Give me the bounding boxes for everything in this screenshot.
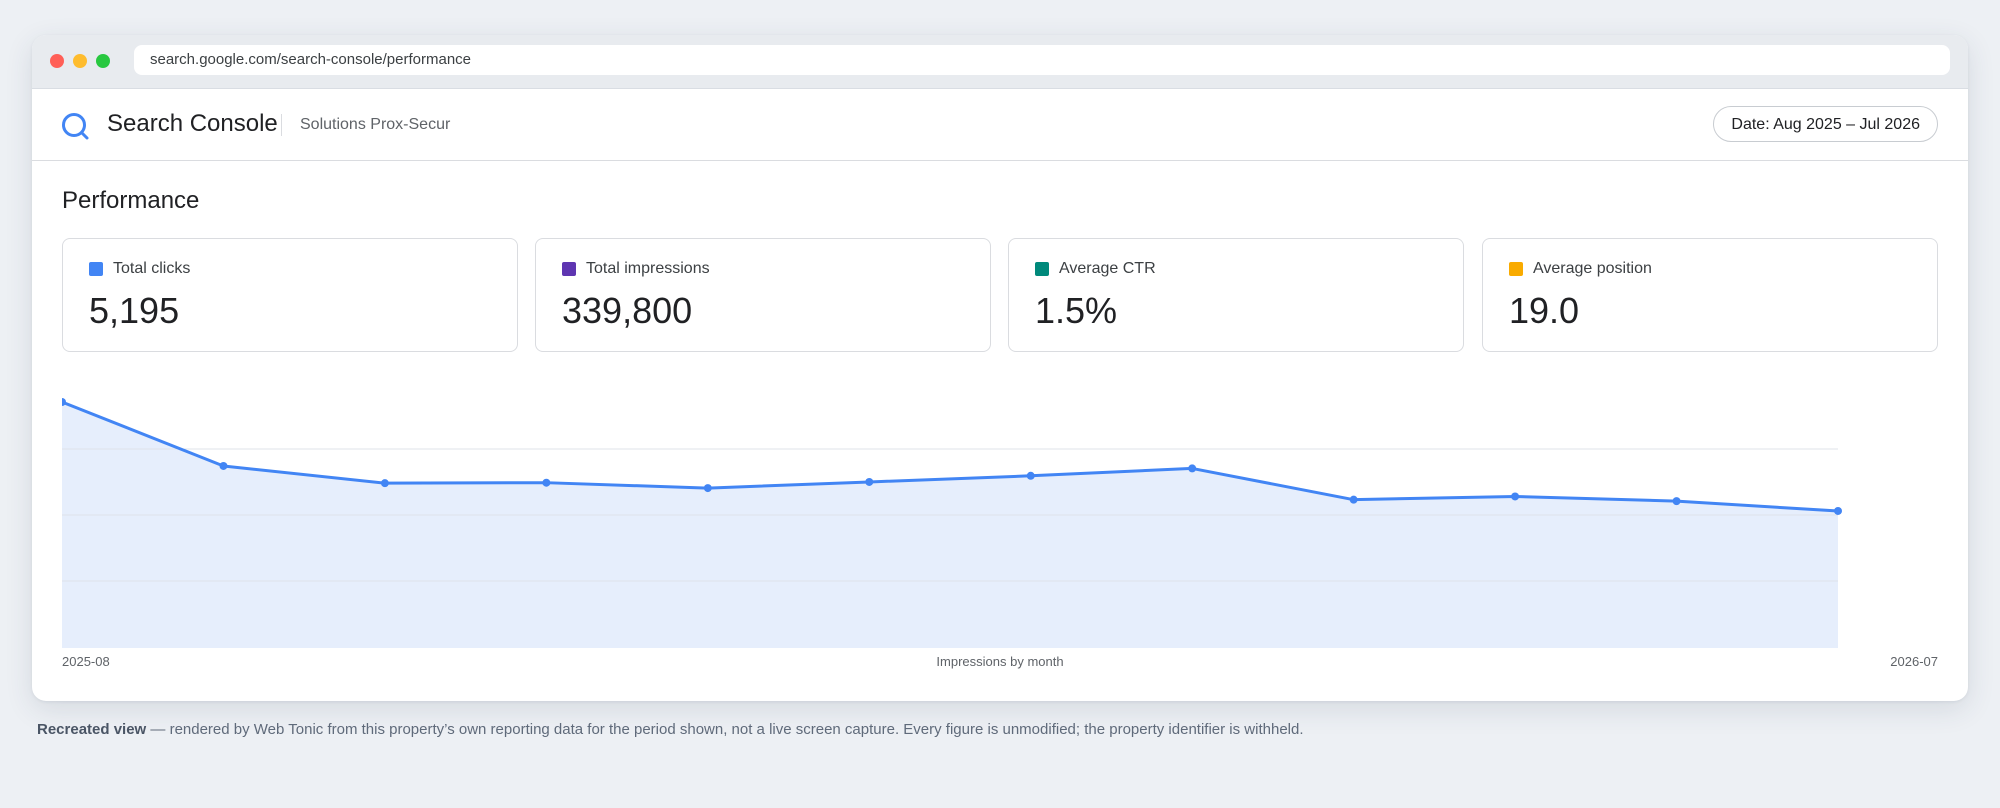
metric-card-average-position[interactable]: Average position 19.0 bbox=[1482, 238, 1938, 352]
header-divider bbox=[281, 114, 282, 136]
metric-card-total-clicks[interactable]: Total clicks 5,195 bbox=[62, 238, 518, 352]
metric-label: Total impressions bbox=[586, 260, 710, 277]
metric-value: 1.5% bbox=[1035, 290, 1118, 331]
metric-color-swatch bbox=[1509, 262, 1523, 276]
property-selector[interactable]: Solutions Prox-Secur bbox=[300, 116, 451, 133]
chart-point-2026-04[interactable] bbox=[1349, 495, 1358, 504]
metric-color-swatch bbox=[1035, 262, 1049, 276]
footnote: Recreated view — rendered by Web Tonic f… bbox=[37, 720, 1304, 740]
metric-label: Average position bbox=[1533, 260, 1652, 277]
chart-point-2025-10[interactable] bbox=[380, 479, 389, 488]
metric-color-swatch bbox=[562, 262, 576, 276]
browser-chrome: search.google.com/search-console/perform… bbox=[32, 35, 1968, 89]
chart-point-2026-07[interactable] bbox=[1834, 506, 1842, 515]
minimize-window-button[interactable] bbox=[73, 54, 87, 68]
metric-value: 19.0 bbox=[1509, 290, 1580, 331]
chart-point-2025-12[interactable] bbox=[703, 484, 712, 493]
date-range-button[interactable]: Date: Aug 2025 – Jul 2026 bbox=[1713, 106, 1938, 142]
metric-card-average-ctr[interactable]: Average CTR 1.5% bbox=[1008, 238, 1464, 352]
footnote-bold: Recreated view bbox=[37, 721, 147, 738]
metric-label: Average CTR bbox=[1059, 260, 1156, 277]
address-bar[interactable]: search.google.com/search-console/perform… bbox=[134, 45, 1950, 75]
maximize-window-button[interactable] bbox=[96, 54, 110, 68]
x-tick-label-end: 2026-07 bbox=[1890, 654, 1938, 669]
metric-value: 5,195 bbox=[89, 290, 180, 331]
chart-point-2026-02[interactable] bbox=[1026, 471, 1035, 480]
chart-point-2026-05[interactable] bbox=[1511, 492, 1520, 501]
chart-point-2025-08[interactable] bbox=[62, 398, 66, 406]
browser-window: search.google.com/search-console/perform… bbox=[32, 35, 1968, 701]
impressions-chart-svg bbox=[62, 398, 1842, 648]
chart-area-fill bbox=[62, 402, 1838, 648]
chart-point-2026-03[interactable] bbox=[1188, 464, 1197, 473]
chart-series-line bbox=[62, 400, 1839, 513]
chart-caption: Impressions by month bbox=[936, 654, 1064, 669]
chart-point-2026-06[interactable] bbox=[1672, 497, 1681, 506]
chart-point-2026-01[interactable] bbox=[865, 477, 874, 486]
chart-point-2025-11[interactable] bbox=[542, 478, 551, 487]
metric-value: 339,800 bbox=[562, 290, 693, 331]
impressions-chart bbox=[62, 390, 1938, 660]
metric-color-swatch bbox=[89, 262, 103, 276]
chart-point-2025-09[interactable] bbox=[219, 461, 228, 470]
close-window-button[interactable] bbox=[50, 54, 64, 68]
x-tick-label-start: 2025-08 bbox=[62, 654, 110, 669]
metric-cards: Total clicks 5,195 Total impressions 339… bbox=[62, 238, 1938, 352]
metric-label: Total clicks bbox=[113, 260, 191, 277]
footnote-text: — rendered by Web Tonic from this proper… bbox=[146, 721, 1304, 738]
product-name: Search Console bbox=[107, 110, 278, 137]
search-icon bbox=[62, 113, 89, 140]
page-title: Performance bbox=[62, 187, 200, 214]
metric-card-total-impressions[interactable]: Total impressions 339,800 bbox=[535, 238, 991, 352]
app-header: Search Console Solutions Prox-Secur Date… bbox=[32, 89, 1968, 161]
